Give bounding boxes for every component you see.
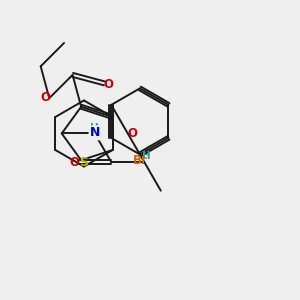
- Text: O: O: [128, 127, 137, 140]
- Text: Br: Br: [132, 154, 147, 167]
- Text: H: H: [90, 122, 99, 133]
- Text: O: O: [103, 78, 113, 91]
- Text: O: O: [40, 91, 50, 104]
- Text: S: S: [79, 156, 88, 169]
- Text: O: O: [69, 156, 79, 169]
- Text: N: N: [90, 126, 100, 139]
- Text: H: H: [142, 151, 150, 161]
